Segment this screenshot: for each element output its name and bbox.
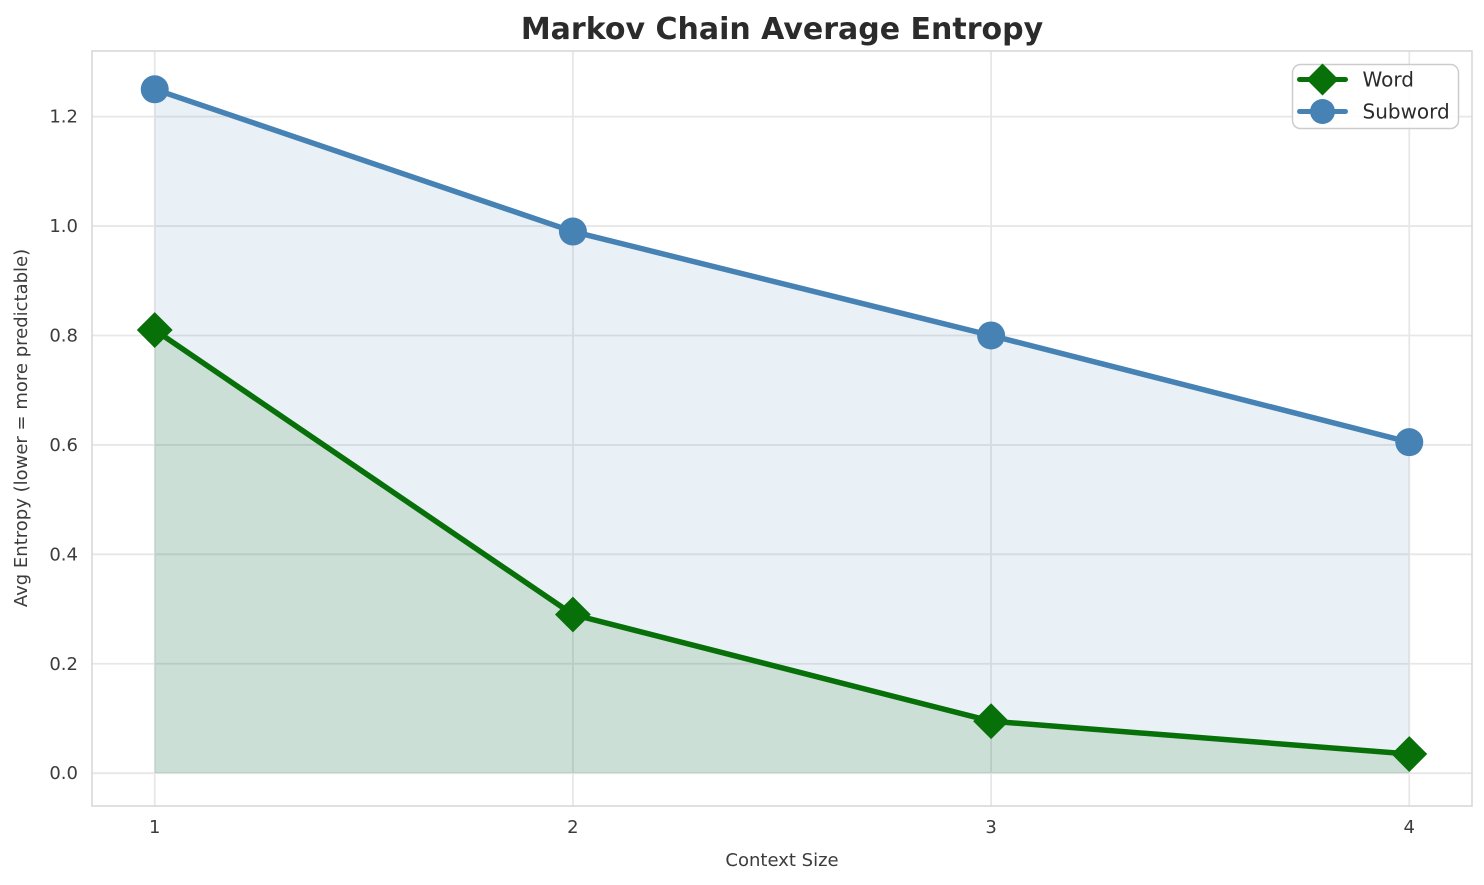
y-tick-label-0.2: 0.2 <box>49 654 78 675</box>
x-tick-label-1: 1 <box>149 817 160 838</box>
y-axis-label: Avg Entropy (lower = more predictable) <box>11 249 32 607</box>
tick-label-layer: 0.0 0.2 0.4 0.6 0.8 1.0 1.2 1 2 3 4 <box>49 107 1415 838</box>
subword-marker-x2 <box>558 217 587 246</box>
legend-marker-word <box>1306 63 1339 96</box>
y-tick-label-0.8: 0.8 <box>49 325 78 346</box>
y-tick-label-1.0: 1.0 <box>49 216 78 237</box>
subword-marker-x1 <box>140 75 169 104</box>
y-tick-label-1.2: 1.2 <box>49 107 78 128</box>
word-marker-x3 <box>973 703 1010 740</box>
axes-border <box>91 50 1473 807</box>
x-tick-label-4: 4 <box>1404 817 1415 838</box>
legend: Word Subword <box>1291 63 1460 130</box>
subword-marker-x4 <box>1395 428 1424 457</box>
series-marker-layer <box>136 75 1428 772</box>
word-marker-x2 <box>554 596 591 633</box>
y-tick-label-0.4: 0.4 <box>49 544 78 565</box>
series-line-layer <box>151 86 1413 757</box>
axes-border-layer <box>91 50 1473 807</box>
grid-layer <box>92 51 1472 806</box>
x-tick-label-2: 2 <box>567 817 578 838</box>
legend-marker-subword <box>1310 99 1335 124</box>
x-tick-label-3: 3 <box>985 817 996 838</box>
subword-area-fill <box>154 89 1410 774</box>
word-line <box>151 327 1413 757</box>
word-area-fill <box>154 330 1410 774</box>
area-fill-layer <box>154 89 1410 774</box>
y-tick-label-0.0: 0.0 <box>49 763 78 784</box>
word-marker-x1 <box>136 312 173 348</box>
legend-label-word: Word <box>1363 68 1414 92</box>
legend-label-subword: Subword <box>1363 100 1450 124</box>
word-marker-x4 <box>1391 736 1428 772</box>
subword-line <box>151 86 1413 445</box>
chart-title: Markov Chain Average Entropy <box>521 12 1044 47</box>
subword-marker-x3 <box>977 321 1006 350</box>
x-axis-label: Context Size <box>725 850 838 871</box>
y-tick-label-0.6: 0.6 <box>49 435 78 456</box>
